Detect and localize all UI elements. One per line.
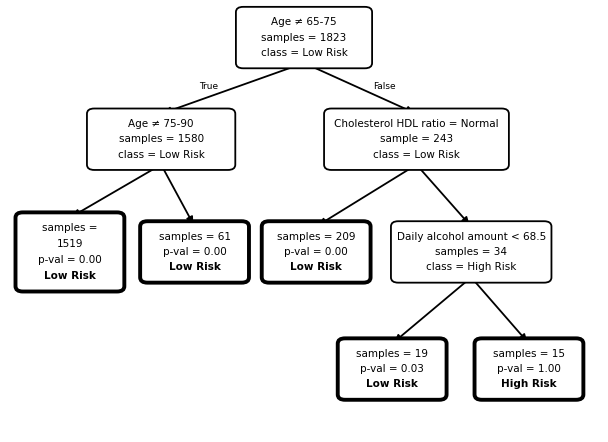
FancyBboxPatch shape <box>391 221 551 283</box>
FancyBboxPatch shape <box>236 7 372 68</box>
FancyBboxPatch shape <box>474 339 583 400</box>
Text: p-val = 0.00: p-val = 0.00 <box>38 255 102 265</box>
Text: Daily alcohol amount < 68.5: Daily alcohol amount < 68.5 <box>396 232 546 241</box>
Text: Age ≠ 75-90: Age ≠ 75-90 <box>128 119 194 129</box>
Text: samples = 1580: samples = 1580 <box>119 134 204 144</box>
FancyBboxPatch shape <box>140 221 249 283</box>
Text: samples = 15: samples = 15 <box>493 349 565 358</box>
Text: class = Low Risk: class = Low Risk <box>373 150 460 160</box>
Text: True: True <box>199 82 218 91</box>
Text: samples =: samples = <box>42 223 98 233</box>
FancyBboxPatch shape <box>337 339 446 400</box>
Text: class = High Risk: class = High Risk <box>426 263 516 272</box>
Text: Age ≠ 65-75: Age ≠ 65-75 <box>271 17 337 27</box>
Text: Low Risk: Low Risk <box>290 263 342 272</box>
Text: class = Low Risk: class = Low Risk <box>118 150 204 160</box>
Text: p-val = 0.00: p-val = 0.00 <box>285 247 348 257</box>
Text: samples = 19: samples = 19 <box>356 349 428 358</box>
Text: p-val = 1.00: p-val = 1.00 <box>497 364 561 374</box>
Text: p-val = 0.00: p-val = 0.00 <box>163 247 226 257</box>
FancyBboxPatch shape <box>87 108 235 170</box>
FancyBboxPatch shape <box>16 213 124 292</box>
Text: 1519: 1519 <box>57 239 83 249</box>
FancyBboxPatch shape <box>261 221 370 283</box>
Text: class = Low Risk: class = Low Risk <box>261 48 347 58</box>
FancyBboxPatch shape <box>324 108 509 170</box>
Text: samples = 209: samples = 209 <box>277 232 356 241</box>
Text: samples = 1823: samples = 1823 <box>261 33 347 42</box>
Text: Low Risk: Low Risk <box>168 263 221 272</box>
Text: Low Risk: Low Risk <box>44 271 96 281</box>
Text: False: False <box>373 82 396 91</box>
Text: p-val = 0.03: p-val = 0.03 <box>360 364 424 374</box>
Text: samples = 34: samples = 34 <box>435 247 507 257</box>
Text: Cholesterol HDL ratio = Normal: Cholesterol HDL ratio = Normal <box>334 119 499 129</box>
Text: sample = 243: sample = 243 <box>380 134 453 144</box>
Text: Low Risk: Low Risk <box>366 380 418 389</box>
Text: samples = 61: samples = 61 <box>159 232 230 241</box>
Text: High Risk: High Risk <box>501 380 557 389</box>
